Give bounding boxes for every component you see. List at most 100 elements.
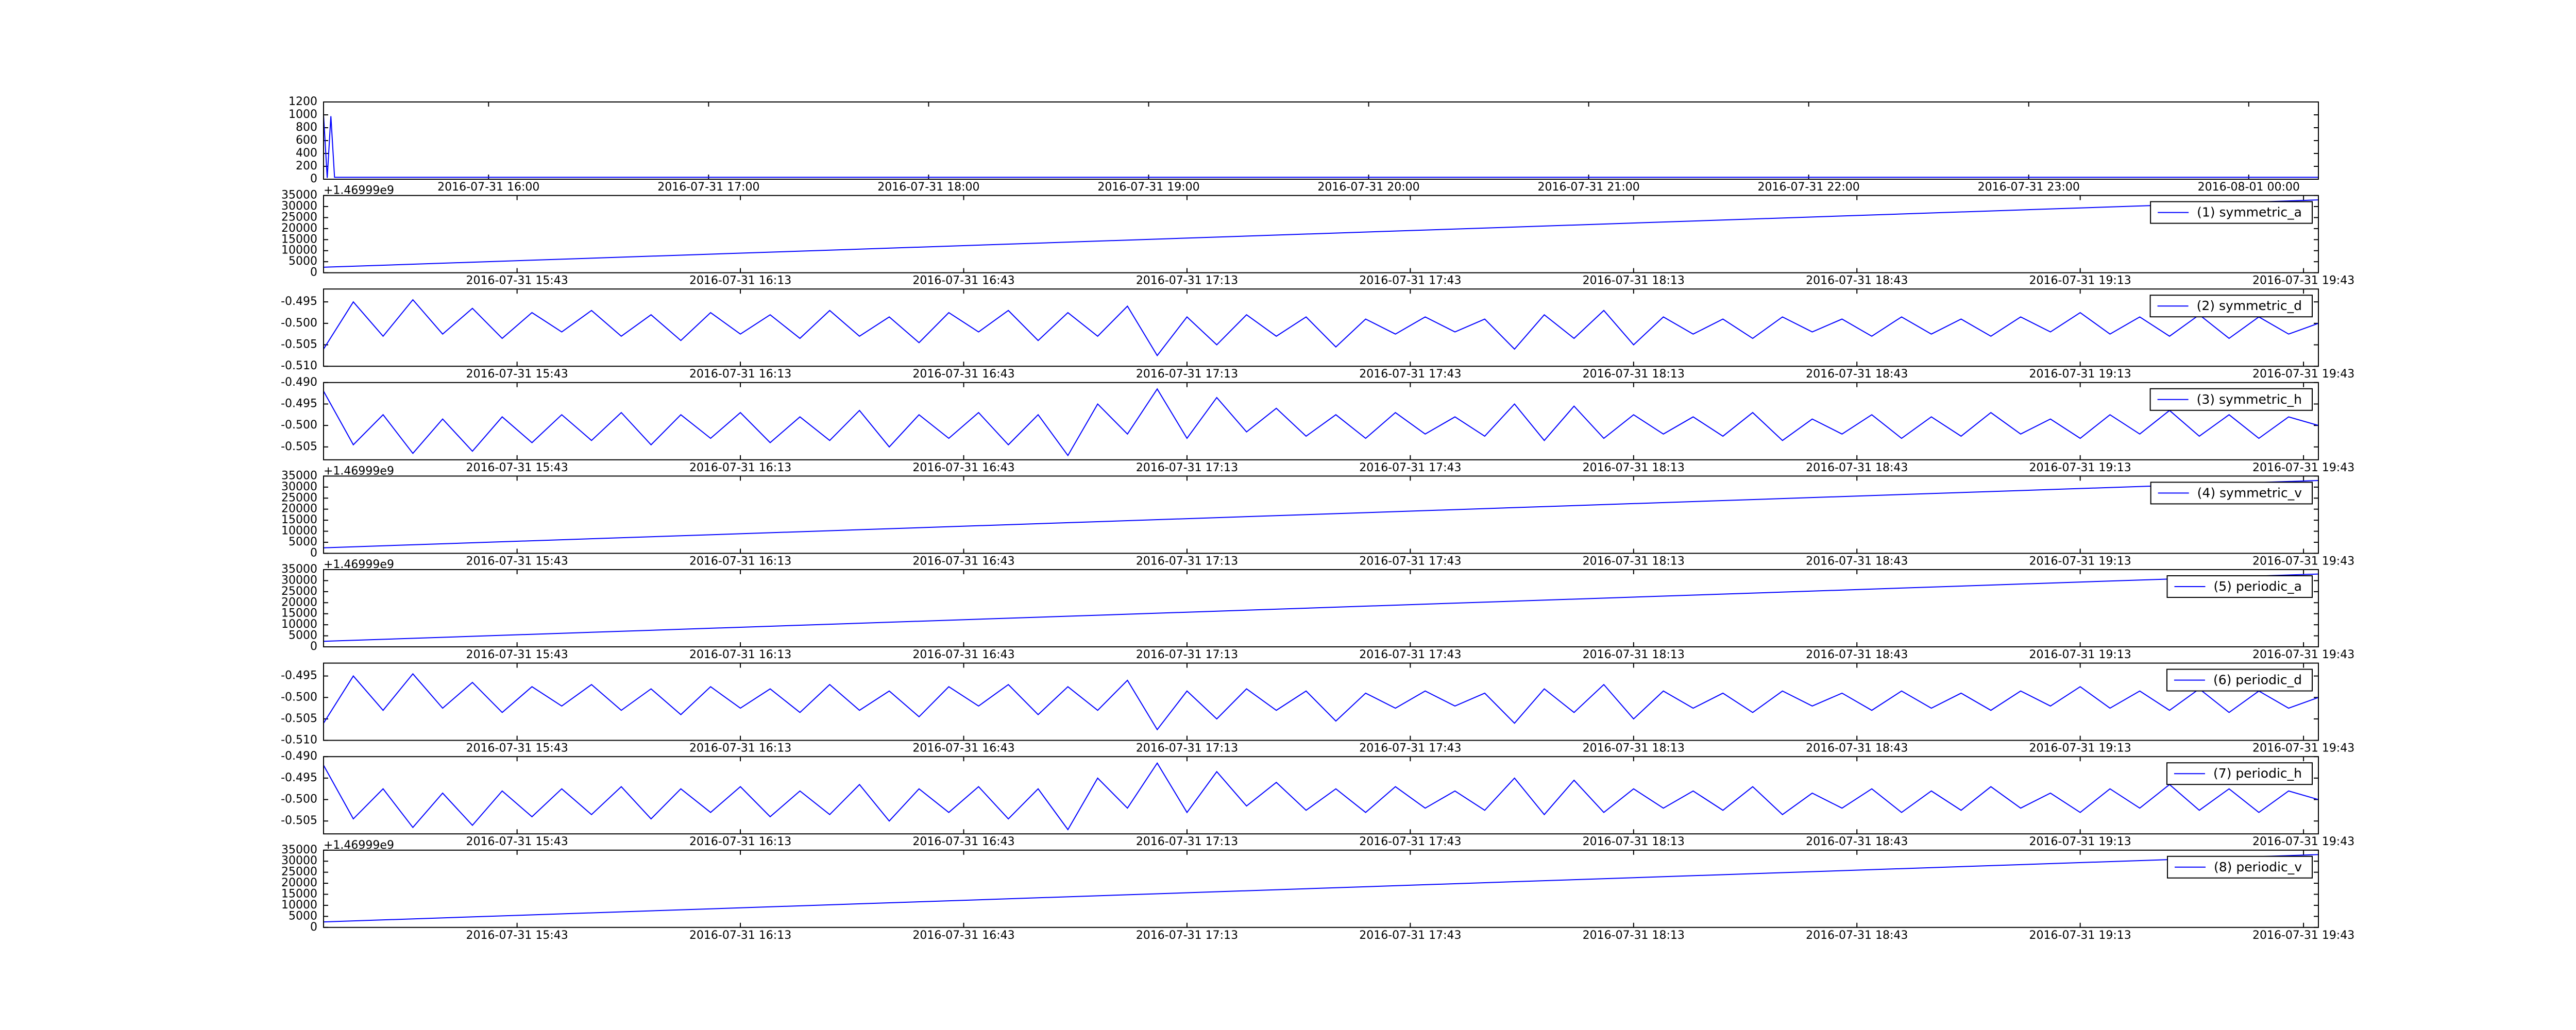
legend-label: (5) periodic_a xyxy=(2213,579,2302,594)
x-tick-label: 2016-07-31 18:13 xyxy=(1583,742,1685,755)
x-tick-label: 2016-07-31 19:43 xyxy=(2252,835,2354,848)
y-tick-label: 0 xyxy=(310,921,317,934)
axes-frame xyxy=(323,849,2319,928)
y-tick-label: -0.490 xyxy=(281,376,317,389)
y-tick-label: 0 xyxy=(310,640,317,653)
x-tick-label: 2016-07-31 18:13 xyxy=(1583,368,1685,381)
data-line xyxy=(323,573,2319,642)
axes-background xyxy=(324,382,2318,460)
x-tick-label: 2016-07-31 17:43 xyxy=(1359,929,1461,942)
x-tick-label: 2016-08-01 00:00 xyxy=(2198,181,2300,194)
y-tick-label: 200 xyxy=(296,160,317,173)
y-tick-label: 5000 xyxy=(289,255,317,268)
y-tick-label: 35000 xyxy=(281,469,317,482)
y-tick-label: -0.495 xyxy=(281,295,317,308)
x-tick-label: 2016-07-31 16:43 xyxy=(912,274,1014,287)
y-tick-label: 0 xyxy=(310,173,317,185)
y-tick-label: 1000 xyxy=(289,108,317,121)
x-tick-label: 2016-07-31 17:13 xyxy=(1136,368,1238,381)
axes-background xyxy=(324,757,2318,834)
y-tick-label: 20000 xyxy=(281,596,317,609)
y-tick-label: 35000 xyxy=(281,844,317,856)
axes-background xyxy=(324,570,2318,647)
x-tick-label: 2016-07-31 16:00 xyxy=(437,181,539,194)
x-tick-label: 2016-07-31 17:13 xyxy=(1136,461,1238,474)
x-tick-label: 2016-07-31 15:43 xyxy=(466,835,568,848)
data-line xyxy=(323,479,2319,548)
y-tick-label: 600 xyxy=(296,134,317,147)
x-tick-label: 2016-07-31 15:43 xyxy=(466,461,568,474)
y-tick-label: -0.510 xyxy=(281,359,317,372)
x-tick-label: 2016-07-31 18:13 xyxy=(1583,555,1685,568)
y-tick-label: -0.505 xyxy=(281,712,317,725)
y-tick-label: 25000 xyxy=(281,491,317,504)
y-tick-label: -0.500 xyxy=(281,317,317,330)
x-tick-label: 2016-07-31 19:13 xyxy=(2029,368,2131,381)
y-tick-label: 25000 xyxy=(281,585,317,598)
y-tick-label: 1200 xyxy=(289,95,317,108)
x-tick-label: 2016-07-31 20:00 xyxy=(1317,181,1419,194)
data-line xyxy=(323,299,2319,357)
x-tick-label: 2016-07-31 16:43 xyxy=(912,742,1014,755)
y-tick-label: -0.505 xyxy=(281,338,317,351)
y-tick-label: 30000 xyxy=(281,854,317,867)
x-tick-label: 2016-07-31 19:13 xyxy=(2029,648,2131,661)
x-tick-label: 2016-07-31 18:43 xyxy=(1806,648,1908,661)
data-line xyxy=(323,199,2319,268)
x-tick-label: 2016-07-31 17:13 xyxy=(1136,742,1238,755)
y-tick-label: 10000 xyxy=(281,618,317,631)
y-tick-label: -0.505 xyxy=(281,814,317,827)
y-tick-label: 10000 xyxy=(281,525,317,538)
x-tick-label: 2016-07-31 18:13 xyxy=(1583,461,1685,474)
x-tick-label: 2016-07-31 16:43 xyxy=(912,461,1014,474)
x-tick-label: 2016-07-31 18:00 xyxy=(877,181,979,194)
axes-background xyxy=(324,850,2318,928)
x-tick-label: 2016-07-31 19:13 xyxy=(2029,461,2131,474)
y-tick-label: 35000 xyxy=(281,563,317,576)
x-tick-label: 2016-07-31 16:43 xyxy=(912,368,1014,381)
axes-frame xyxy=(323,756,2319,835)
x-tick-label: 2016-07-31 16:13 xyxy=(689,461,791,474)
x-tick-label: 2016-07-31 15:43 xyxy=(466,929,568,942)
y-tick-label: -0.490 xyxy=(281,750,317,763)
x-tick-label: 2016-07-31 18:43 xyxy=(1806,742,1908,755)
x-tick-label: 2016-07-31 15:43 xyxy=(466,368,568,381)
y-tick-label: 30000 xyxy=(281,200,317,213)
x-tick-label: 2016-07-31 15:43 xyxy=(466,648,568,661)
data-line xyxy=(323,854,2319,923)
x-tick-label: 2016-07-31 18:13 xyxy=(1583,835,1685,848)
x-tick-label: 2016-07-31 19:13 xyxy=(2029,555,2131,568)
offset-text: +1.46999e9 xyxy=(324,839,394,852)
legend-label: (6) periodic_d xyxy=(2213,673,2302,688)
y-tick-label: 0 xyxy=(310,546,317,559)
x-tick-label: 2016-07-31 17:13 xyxy=(1136,274,1238,287)
x-tick-label: 2016-07-31 18:13 xyxy=(1583,648,1685,661)
y-tick-label: 10000 xyxy=(281,244,317,257)
y-tick-label: 15000 xyxy=(281,888,317,901)
x-tick-label: 2016-07-31 17:43 xyxy=(1359,742,1461,755)
axes-frame xyxy=(323,195,2319,273)
x-tick-label: 2016-07-31 21:00 xyxy=(1537,181,1639,194)
axes-background xyxy=(324,476,2318,554)
y-tick-label: 20000 xyxy=(281,877,317,889)
x-tick-label: 2016-07-31 19:13 xyxy=(2029,742,2131,755)
y-tick-label: 800 xyxy=(296,121,317,134)
x-tick-label: 2016-07-31 16:43 xyxy=(912,929,1014,942)
y-tick-label: 10000 xyxy=(281,899,317,912)
offset-text: +1.46999e9 xyxy=(324,465,394,477)
axes-background xyxy=(324,102,2318,179)
y-tick-label: -0.500 xyxy=(281,691,317,703)
x-tick-label: 2016-07-31 19:43 xyxy=(2252,461,2354,474)
y-tick-label: 25000 xyxy=(281,866,317,879)
y-tick-label: 35000 xyxy=(281,189,317,202)
y-tick-label: -0.495 xyxy=(281,397,317,410)
data-line xyxy=(323,388,2319,457)
x-tick-label: 2016-07-31 17:13 xyxy=(1136,835,1238,848)
x-tick-label: 2016-07-31 16:13 xyxy=(689,648,791,661)
x-tick-label: 2016-07-31 19:13 xyxy=(2029,274,2131,287)
x-tick-label: 2016-07-31 17:13 xyxy=(1136,929,1238,942)
axes-background xyxy=(324,289,2318,367)
x-tick-label: 2016-07-31 19:43 xyxy=(2252,555,2354,568)
x-tick-label: 2016-07-31 18:43 xyxy=(1806,929,1908,942)
